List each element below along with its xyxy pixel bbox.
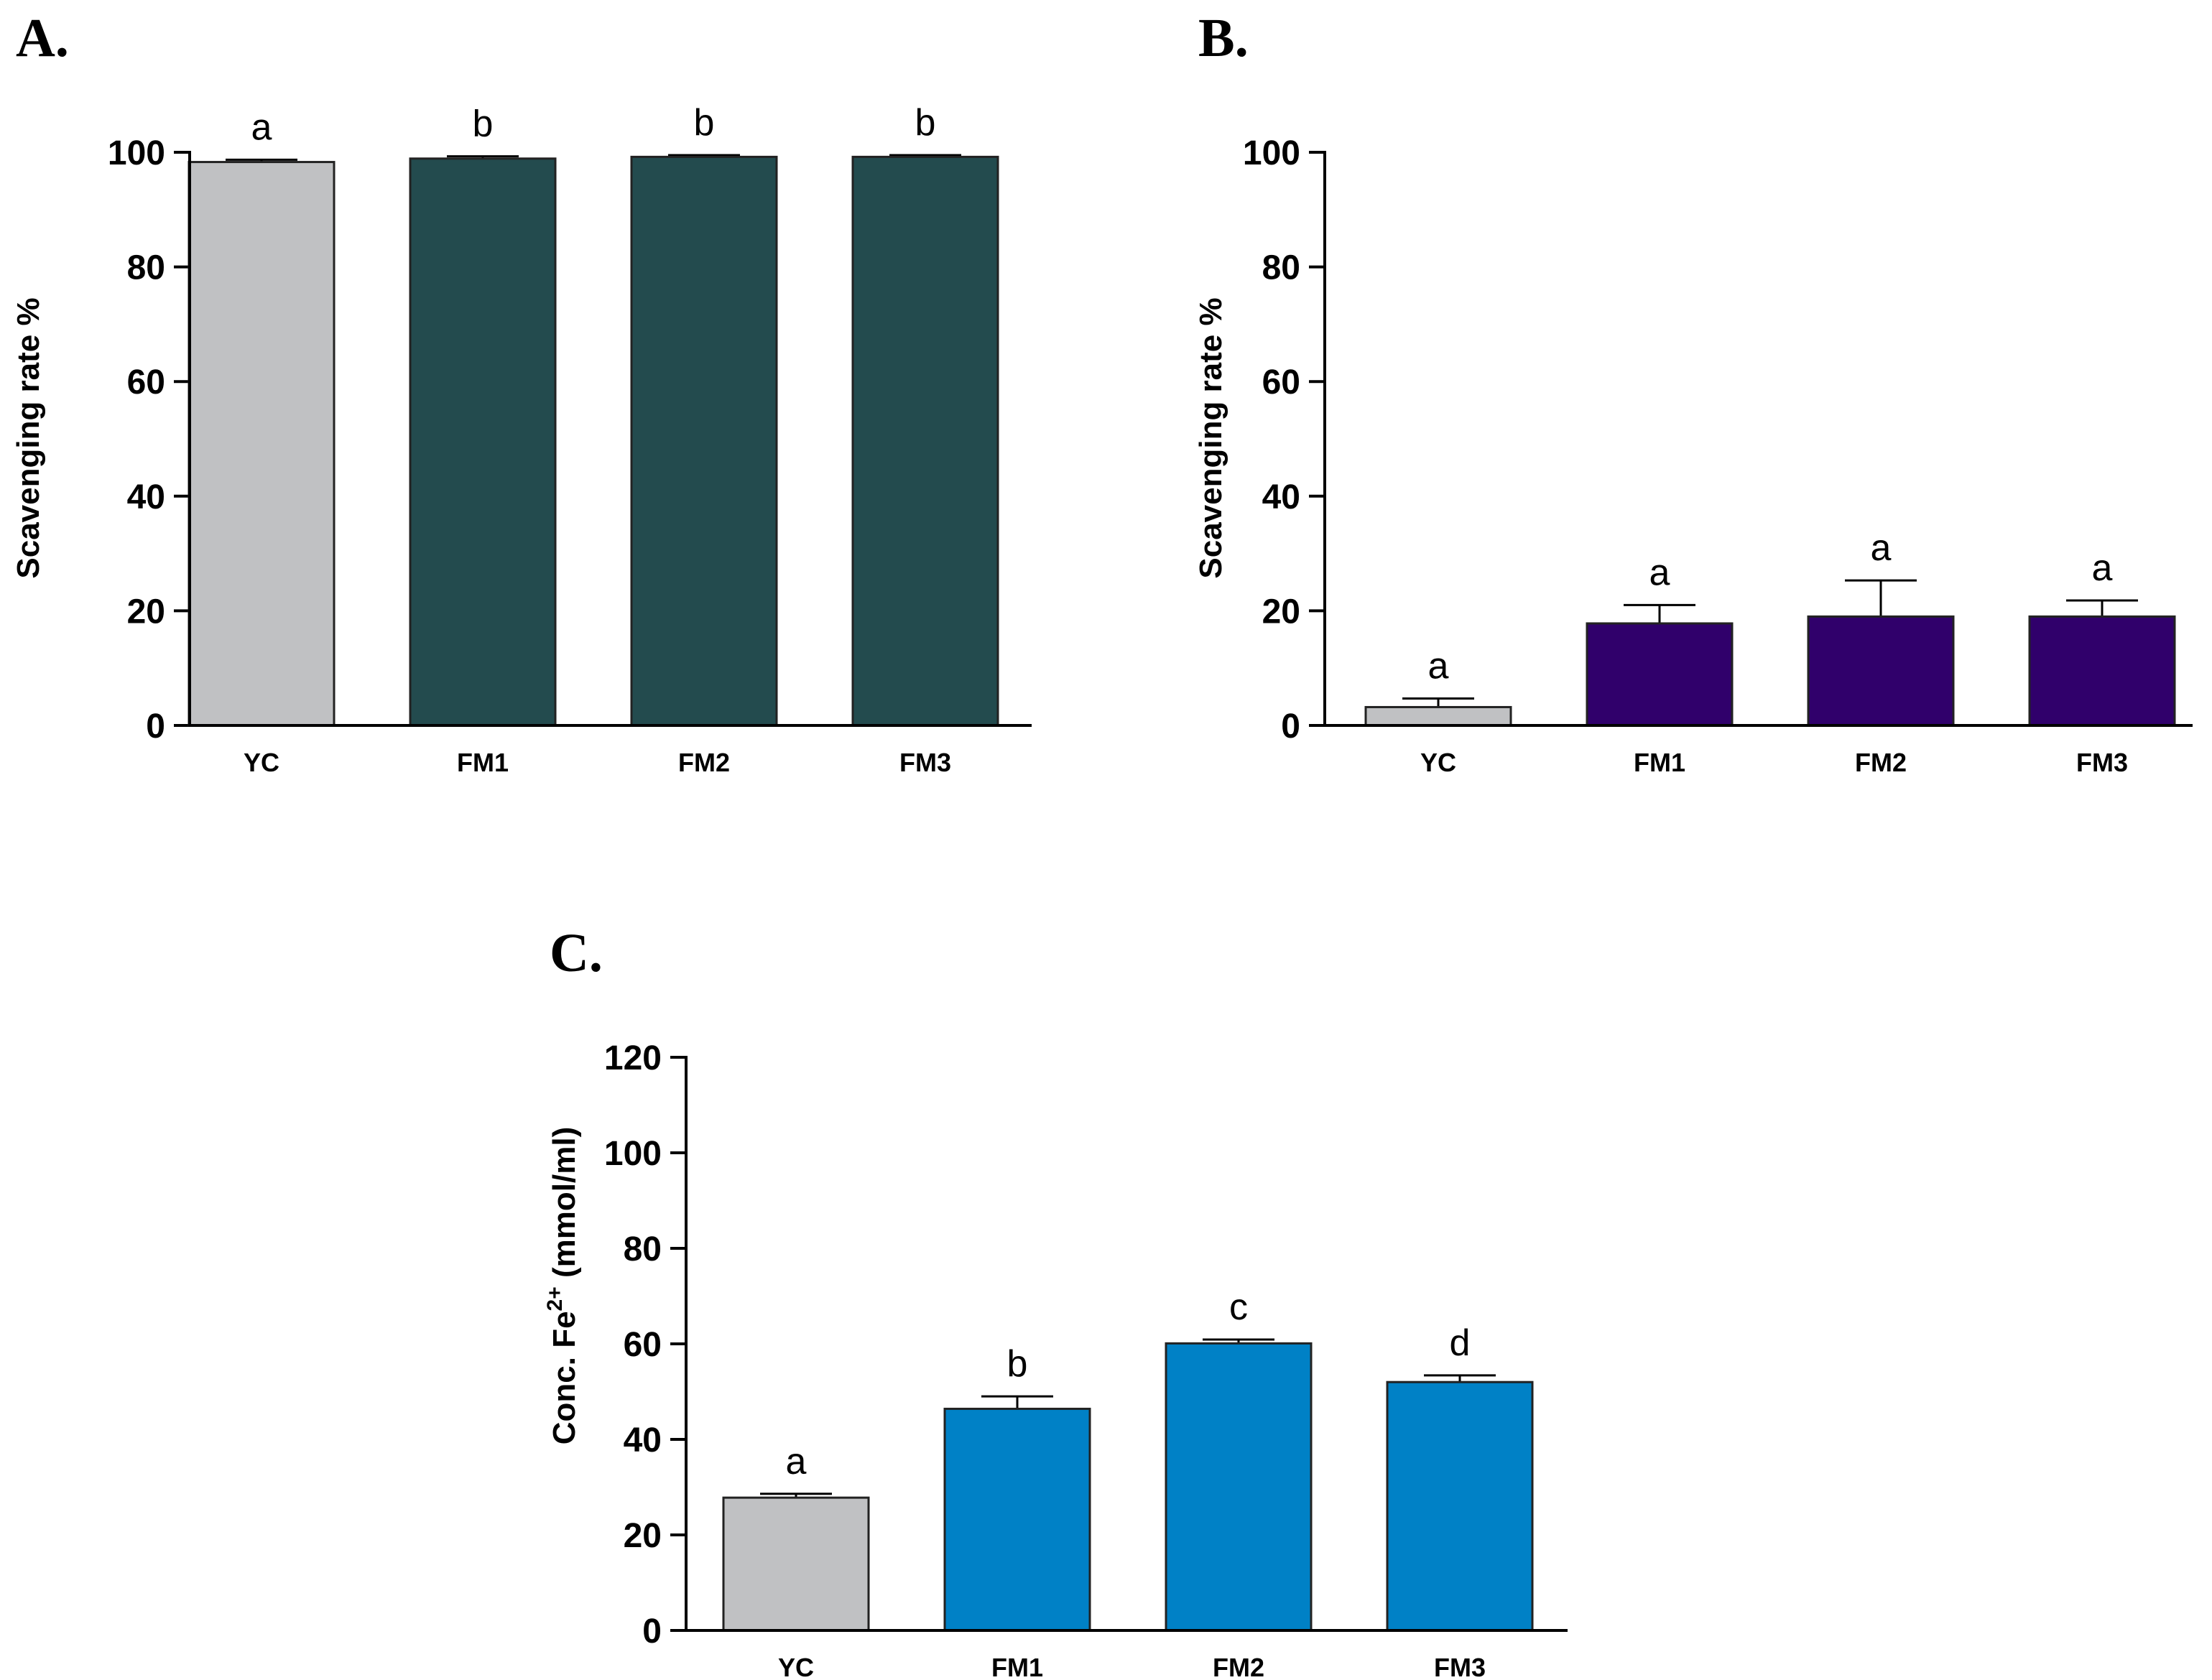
panel-a-bar-yc (188, 161, 335, 727)
panel-a-error-bars (226, 154, 961, 162)
panel-b-category-fm1: FM1 (1634, 748, 1685, 777)
panel-a-y-ticks: 0 20 40 60 80 100 (108, 134, 190, 746)
panel-b-y-tick-label: 80 (1262, 249, 1300, 287)
panel-c-bars (722, 1342, 1534, 1632)
panel-c-error-bars (760, 1338, 1496, 1498)
panel-c-y-tick-label: 60 (624, 1326, 662, 1364)
panel-c-category-fm2: FM2 (1213, 1653, 1264, 1680)
panel-c-y-tick-label: 80 (624, 1230, 662, 1268)
panel-a-bar-fm2 (630, 155, 778, 727)
panel-b-y-axis-label: Scavenging rate % (1193, 297, 1228, 578)
panel-c-chart: C. Conc. Fe2+ (mmol/ml) 020406080100120 … (543, 923, 1568, 1680)
panel-c-significance-fm2: c (1229, 1286, 1248, 1328)
panel-c-y-tick-label: 40 (624, 1421, 662, 1459)
panel-a-significance-fm2: b (694, 102, 715, 144)
panel-a-y-tick-label: 80 (127, 249, 165, 287)
panel-b-significance-letters: a a a a (1428, 527, 2113, 687)
panel-b-y-tick-label: 40 (1262, 478, 1300, 516)
panel-b-y-ticks: 0 20 40 60 80 100 (1243, 134, 1325, 746)
panel-c-bar-yc (722, 1496, 870, 1632)
panel-a-y-tick-label: 0 (146, 707, 165, 746)
panel-b-error-bars (1402, 579, 2138, 707)
panel-a-category-yc: YC (244, 748, 279, 777)
panel-c-category-fm1: FM1 (991, 1653, 1043, 1680)
panel-c-y-axis-label: Conc. Fe2+ (mmol/ml) (543, 1127, 582, 1444)
panel-c-significance-fm1: b (1007, 1343, 1028, 1385)
panel-c-y-tick-label: 120 (604, 1039, 662, 1077)
panel-c-bar-fm3 (1386, 1380, 1534, 1632)
panel-b-bar-yc (1364, 705, 1512, 727)
panel-a-significance-fm3: b (915, 102, 936, 144)
panel-a-bars (188, 155, 999, 727)
panel-a-letter: A. (16, 8, 69, 68)
panel-a-category-fm1: FM1 (457, 748, 509, 777)
panel-c-bar-fm2 (1165, 1342, 1313, 1632)
panel-c-category-fm3: FM3 (1434, 1653, 1486, 1680)
panel-b-significance-fm1: a (1649, 552, 1670, 593)
panel-a-y-tick-label: 20 (127, 593, 165, 631)
panel-b-category-fm3: FM3 (2076, 748, 2128, 777)
panel-b-y-tick-label: 20 (1262, 593, 1300, 631)
panel-a-y-axis-label: Scavenging rate % (11, 297, 46, 578)
panel-b-y-tick-label: 0 (1281, 707, 1300, 746)
panel-a-y-tick-label: 40 (127, 478, 165, 516)
panel-c-letter: C. (550, 923, 603, 983)
panel-a-category-fm2: FM2 (678, 748, 730, 777)
panel-b-y-tick-label: 60 (1262, 363, 1300, 402)
panel-a-y-tick-label: 60 (127, 363, 165, 402)
panel-b-significance-fm2: a (1871, 527, 1892, 569)
panel-b-category-labels: YC FM1 FM2 FM3 (1420, 748, 2128, 777)
panel-c-y-ticks: 0 20 40 60 80 100 120 (604, 1039, 686, 1651)
panel-c-category-labels: YC FM1 FM2 FM3 (778, 1653, 1486, 1680)
panel-c-y-tick-label: 20 (624, 1517, 662, 1555)
panel-a-bar-fm3 (851, 155, 999, 727)
panel-c-category-yc: YC (778, 1653, 814, 1680)
panel-b-bar-fm3 (2028, 615, 2176, 727)
panel-a-y-tick-label: 100 (108, 134, 165, 172)
panel-b-significance-yc: a (1428, 645, 1449, 687)
panel-c-y-tick-label: 0 (642, 1612, 662, 1651)
panel-b-bar-fm2 (1807, 615, 1955, 727)
panel-a-category-fm3: FM3 (899, 748, 951, 777)
panel-a-bar-fm1 (409, 157, 557, 727)
panel-b-y-tick-label: 100 (1243, 134, 1300, 172)
panel-c-y-axis-label-superscript: 2+ (543, 1286, 567, 1311)
panel-a-significance-yc: a (251, 106, 272, 148)
panel-c-significance-letters: a b c d (786, 1286, 1471, 1482)
panel-a-significance-fm1: b (473, 103, 494, 145)
panel-b-letter: B. (1198, 8, 1249, 68)
panel-a-category-labels: YC FM1 FM2 FM3 (244, 748, 951, 777)
panel-b-bar-fm1 (1586, 622, 1734, 727)
panel-c-y-axis-label-main: Conc. Fe (547, 1311, 582, 1444)
panel-c-significance-fm3: d (1450, 1322, 1471, 1364)
panel-b-category-fm2: FM2 (1855, 748, 1907, 777)
panel-c-y-axis-label-units: (mmol/ml) (547, 1127, 582, 1286)
panel-c-y-tick-label: 100 (604, 1135, 662, 1173)
panel-b-significance-fm3: a (2092, 547, 2113, 589)
panel-c-significance-yc: a (786, 1441, 807, 1482)
panel-a-chart: A. Scavenging rate % 0 20 40 60 80 100 a b b b Y… (11, 8, 1032, 777)
panel-b-category-yc: YC (1420, 748, 1456, 777)
panel-b-bars (1364, 615, 2176, 727)
panel-b-chart: B. Scavenging rate % 0 20 40 60 80 100 a a a a Y… (1193, 8, 2193, 777)
panel-c-bar-fm1 (943, 1407, 1091, 1632)
